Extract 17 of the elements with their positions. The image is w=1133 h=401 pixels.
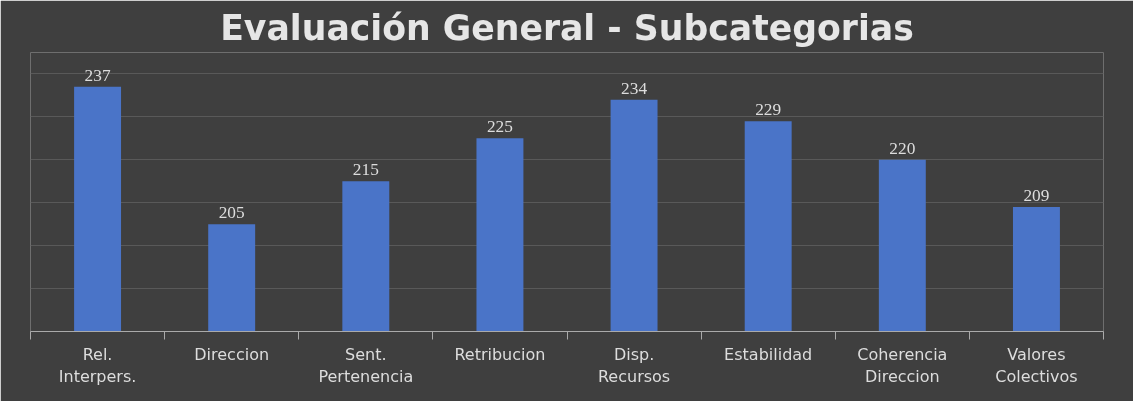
x-tick-label: Rel. Interpers. bbox=[58, 344, 137, 387]
chart-title: Evaluación General - Subcategorias bbox=[220, 7, 914, 48]
x-tick-label: Retribucion bbox=[454, 344, 546, 364]
x-tick-label: Estabilidad bbox=[724, 344, 813, 364]
data-label: 234 bbox=[621, 78, 648, 98]
data-label: 237 bbox=[84, 65, 111, 85]
data-label: 225 bbox=[486, 117, 513, 137]
x-tick-label: Disp. Recursos bbox=[597, 344, 671, 387]
x-tick-label: Coherencia Direccion bbox=[857, 344, 948, 387]
data-label: 215 bbox=[352, 160, 379, 180]
data-label: 229 bbox=[755, 100, 782, 120]
data-label: 220 bbox=[889, 138, 916, 158]
data-label: 209 bbox=[1023, 186, 1050, 206]
x-tick-label: Direccion bbox=[194, 344, 270, 364]
x-tick-label: Sent. Pertenencia bbox=[318, 344, 414, 387]
data-label: 205 bbox=[218, 203, 245, 223]
x-tick-label: Valores Colectivos bbox=[995, 344, 1078, 387]
